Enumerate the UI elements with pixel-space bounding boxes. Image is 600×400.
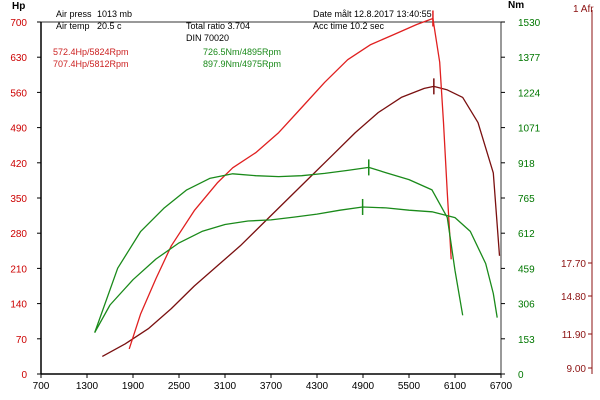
- left-axis-label: Hp: [12, 1, 25, 12]
- air-temp-value: 20.5 c: [97, 21, 122, 31]
- afr-tick-label: 11.90: [562, 330, 587, 341]
- right-tick-label: 153: [518, 335, 535, 346]
- right-tick-label: 0: [518, 370, 524, 381]
- left-tick-label: 630: [10, 53, 27, 64]
- plot-frame: [40, 21, 502, 375]
- air-temp-label: Air temp: [56, 21, 90, 31]
- run2-power-result: 707.4Hp/5812Rpm: [53, 59, 129, 69]
- x-tick-label: 2500: [168, 381, 191, 392]
- x-tick-label: 6100: [444, 381, 467, 392]
- right-axis-label: Nm: [508, 0, 524, 11]
- x-tick-label: 700: [33, 381, 50, 392]
- run1-power-result: 572.4Hp/5824Rpm: [53, 47, 129, 57]
- afr-tick-label: 9.00: [567, 364, 587, 375]
- x-tick-label: 1900: [122, 381, 145, 392]
- left-tick-label: 280: [10, 229, 27, 240]
- dyno-curve: [94, 206, 498, 333]
- acc-time: Acc time 10.2 sec: [313, 21, 385, 31]
- left-tick-label: 420: [10, 159, 27, 170]
- air-press-label: Air press: [56, 9, 92, 19]
- run2-torque-result: 897.9Nm/4975Rpm: [203, 59, 282, 69]
- x-tick-label: 3700: [260, 381, 283, 392]
- right-tick-label: 765: [518, 194, 535, 205]
- run1-torque-result: 726.5Nm/4895Rpm: [203, 47, 282, 57]
- dyno-curve: [128, 17, 452, 350]
- right-tick-label: 918: [518, 159, 535, 170]
- right-tick-label: 459: [518, 264, 535, 275]
- right-tick-label: 306: [518, 300, 535, 311]
- total-ratio: Total ratio 3.704: [186, 21, 251, 31]
- x-tick-label: 4900: [352, 381, 375, 392]
- afr-tick-label: 17.70: [561, 259, 586, 270]
- left-tick-label: 70: [16, 335, 28, 346]
- left-tick-label: 350: [10, 194, 27, 205]
- air-press-value: 1013 mb: [97, 9, 133, 19]
- x-tick-label: 1300: [76, 381, 99, 392]
- right-tick-label: 1071: [518, 124, 541, 135]
- left-tick-label: 490: [10, 124, 27, 135]
- x-tick-label: 6700: [490, 381, 513, 392]
- left-tick-label: 210: [10, 264, 27, 275]
- x-tick-label: 3100: [214, 381, 237, 392]
- left-tick-label: 0: [21, 370, 27, 381]
- x-tick-label: 5500: [398, 381, 421, 392]
- afr-axis-label: 1 Afr: [573, 4, 594, 15]
- din-standard: DIN 70020: [186, 33, 230, 43]
- right-tick-label: 1530: [518, 18, 541, 29]
- x-tick-label: 4300: [306, 381, 329, 392]
- left-tick-label: 700: [10, 18, 27, 29]
- left-tick-label: 140: [10, 300, 27, 311]
- afr-tick-label: 14.80: [561, 292, 586, 303]
- dyno-curve: [101, 85, 501, 357]
- dyno-curve: [94, 166, 464, 333]
- right-tick-label: 612: [518, 229, 535, 240]
- right-tick-label: 1377: [518, 53, 541, 64]
- right-tick-label: 1224: [518, 88, 541, 99]
- test-date: Date målt 12.8.2017 13:40:55: [313, 9, 432, 19]
- left-tick-label: 560: [10, 88, 27, 99]
